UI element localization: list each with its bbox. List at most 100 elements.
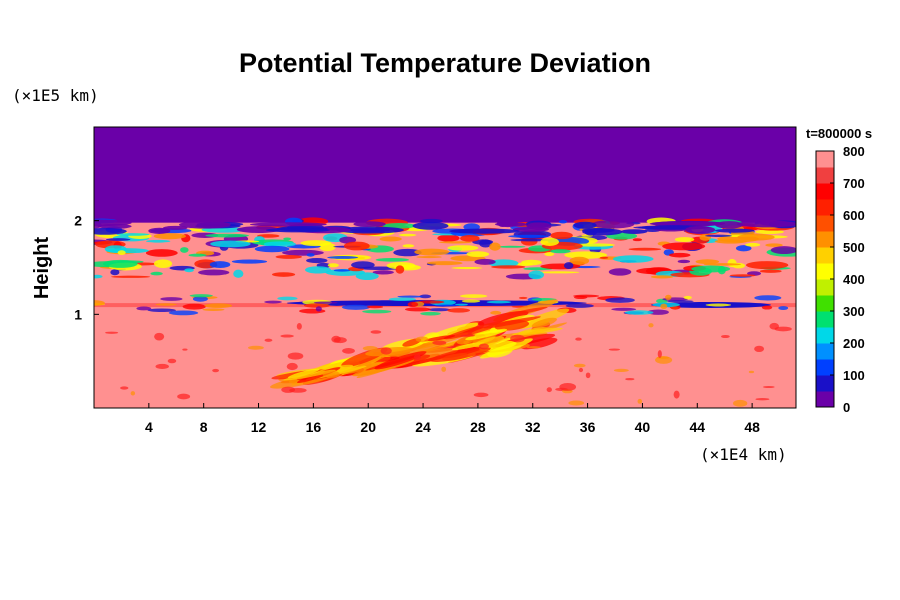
mixing-layer-blob — [372, 270, 394, 275]
warm-patch — [286, 362, 298, 371]
mixing-layer-blob — [599, 256, 609, 259]
band-blob — [459, 294, 488, 298]
plume-streak — [283, 369, 337, 381]
colorbar-step — [816, 247, 834, 264]
mixing-layer-blob — [755, 229, 784, 235]
mixing-layer-blob — [351, 261, 375, 269]
mixing-layer-blob — [150, 271, 163, 276]
interface-streak — [620, 229, 648, 234]
band-blob — [624, 310, 654, 315]
band-blob — [313, 301, 338, 304]
band-blob — [486, 300, 512, 304]
warm-patch — [613, 368, 629, 372]
warm-patch — [380, 347, 392, 355]
colorbar-tick-label: 100 — [843, 368, 865, 383]
mixing-layer-blob — [447, 245, 479, 251]
mixing-layer-blob — [521, 259, 542, 266]
mixing-layer-blob — [188, 253, 207, 257]
warm-patch — [568, 400, 585, 406]
band-blob — [341, 304, 371, 310]
mixing-layer-blob — [460, 234, 480, 242]
mixing-layer-blob — [466, 251, 490, 258]
mixing-layer-blob — [398, 233, 417, 237]
colorbar-step — [816, 295, 834, 312]
colorbar-step — [816, 183, 834, 200]
warm-patch — [264, 338, 273, 342]
x-tick-label: 28 — [470, 419, 486, 435]
warm-patch — [463, 340, 469, 345]
mixing-layer-blob — [705, 234, 732, 238]
colorbar-tick-label: 500 — [843, 240, 865, 255]
mixing-layer-blob — [737, 233, 775, 241]
colorbar-step — [816, 327, 834, 344]
mixing-layer-blob — [729, 274, 756, 277]
colorbar-tick-label: 600 — [843, 208, 865, 223]
colorbar-tick-label: 0 — [843, 400, 850, 415]
mixing-layer-blob — [110, 275, 151, 278]
interface-streak — [573, 221, 597, 229]
plume-streak — [374, 351, 427, 370]
band-blob — [397, 295, 424, 298]
colorbar-tick-label: 800 — [843, 144, 865, 159]
warm-patch — [575, 337, 582, 341]
colorbar-tick-label: 300 — [843, 304, 865, 319]
warm-patch — [762, 386, 775, 389]
mixing-layer-blob — [105, 248, 149, 254]
mixing-layer-blob — [110, 269, 120, 276]
x-tick-label: 40 — [635, 419, 651, 435]
warm-patch — [648, 323, 654, 328]
mixing-layer-blob — [304, 266, 331, 274]
y-tick-label: 2 — [74, 213, 82, 229]
mixing-layer-blob — [117, 250, 126, 256]
mixing-layer-blob — [612, 255, 654, 263]
y-unit-label: (×1E5 km) — [12, 86, 99, 105]
mixing-layer-blob — [662, 242, 706, 251]
plume-streak — [506, 306, 548, 316]
mixing-layer-blob — [574, 243, 615, 247]
band-blob — [705, 303, 732, 307]
mixing-layer-blob — [563, 262, 574, 269]
warm-patch — [578, 367, 584, 373]
mixing-layer-blob — [300, 240, 332, 247]
mixing-layer-blob — [437, 234, 460, 242]
mixing-layer-blob — [395, 265, 405, 274]
mixing-layer-blob — [770, 246, 796, 255]
colorbar-step — [816, 215, 834, 232]
mixing-layer-blob — [416, 255, 442, 259]
mixing-layer-blob — [379, 236, 402, 242]
plume-streak — [479, 338, 533, 359]
mixing-layer-blob — [765, 243, 783, 247]
interface-streak — [236, 226, 280, 233]
mixing-layer-blob — [283, 237, 292, 241]
warm-patch — [155, 363, 169, 369]
mixing-layer-blob — [414, 248, 450, 256]
band-blob — [420, 311, 441, 316]
colorbar-step — [816, 279, 834, 296]
band-blob — [404, 307, 432, 312]
mixing-layer-blob — [558, 220, 568, 224]
interface-streak — [412, 221, 449, 230]
mixing-layer-blob — [650, 275, 674, 279]
warm-patch — [289, 387, 307, 393]
warm-patch — [732, 399, 748, 407]
plume-streak — [483, 316, 541, 329]
band-blob — [647, 309, 669, 315]
band-blob — [362, 309, 392, 314]
band-blob — [660, 303, 668, 309]
band-blob — [574, 295, 588, 300]
interface-streak — [714, 228, 755, 233]
mixing-layer-blob — [695, 259, 720, 265]
band-blob — [667, 300, 694, 303]
mixing-layer-blob — [198, 269, 230, 276]
mixing-layer-blob — [674, 237, 695, 243]
band-blob — [664, 294, 672, 300]
mixing-layer-blob — [153, 233, 187, 240]
interface-streak — [265, 227, 330, 233]
band-blob — [754, 295, 782, 301]
interface-streak — [649, 221, 725, 227]
interface-streak — [736, 220, 796, 228]
mixing-layer-blob — [426, 261, 463, 266]
band-blob — [417, 300, 445, 304]
band-blob — [778, 306, 789, 311]
band-blob — [611, 307, 637, 311]
